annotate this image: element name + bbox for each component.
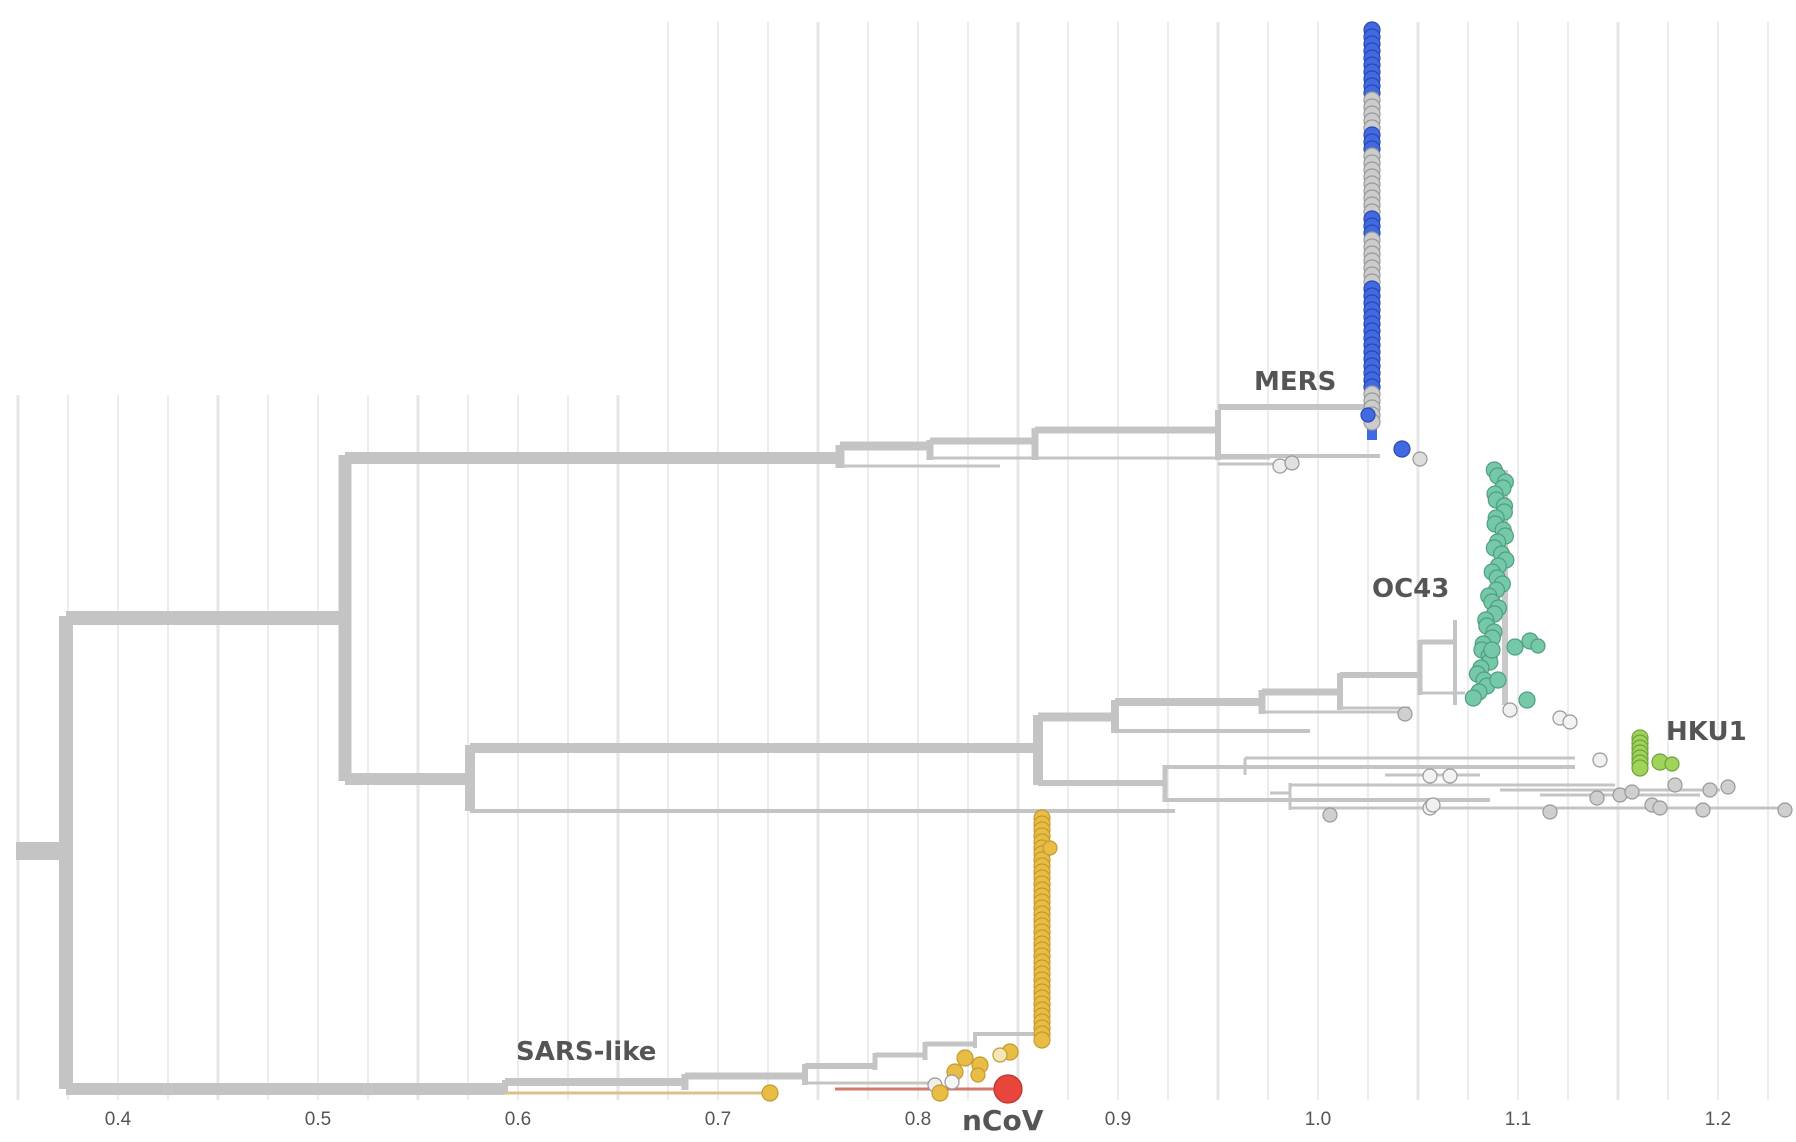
tree-tip	[1412, 451, 1428, 467]
tree-tip	[1562, 714, 1578, 730]
tree-tip	[1530, 638, 1546, 654]
tree-branches	[16, 30, 1785, 1095]
tick-label-0-4: 0.4	[105, 1109, 132, 1130]
tree-tip	[1425, 797, 1441, 813]
clade-label-ncov: nCoV	[962, 1104, 1044, 1137]
tree-tip	[931, 1084, 949, 1102]
clade-label-sars-like: SARS-like	[516, 1037, 656, 1067]
tree-tip	[1483, 641, 1501, 659]
tree-tip	[1506, 638, 1524, 656]
tree-tip	[1322, 807, 1338, 823]
tick-label-1-1: 1.1	[1505, 1109, 1531, 1130]
tree-tip	[1592, 752, 1608, 768]
tree-tip	[1422, 768, 1438, 784]
tree-tip	[970, 1067, 986, 1083]
tree-tip	[992, 1047, 1008, 1063]
tree-tip	[944, 1074, 960, 1090]
tree-tip	[956, 1049, 974, 1067]
clade-label-mers: MERS	[1254, 367, 1336, 397]
tree-tip	[1042, 840, 1058, 856]
tree-tip	[761, 1084, 779, 1102]
tick-label-0-6: 0.6	[505, 1109, 531, 1130]
tree-tip	[1631, 759, 1649, 777]
tree-tips	[761, 21, 1793, 1104]
clade-label-oc43: OC43	[1372, 574, 1449, 604]
tree-tip	[993, 1074, 1023, 1104]
x-axis-tick-labels: 0.4 0.5 0.6 0.7 0.8 0.9 1.0 1.1 1.2	[105, 1109, 1731, 1130]
tree-tip	[1284, 455, 1300, 471]
tick-label-0-9: 0.9	[1105, 1109, 1131, 1130]
tree-tip	[1695, 802, 1711, 818]
tick-label-0-5: 0.5	[305, 1109, 331, 1130]
tree-tip	[1397, 706, 1413, 722]
tick-label-0-8: 0.8	[905, 1109, 931, 1130]
tree-tip	[1393, 440, 1411, 458]
tree-tip	[1033, 1031, 1051, 1049]
tree-tip	[1624, 784, 1640, 800]
tree-tip	[1652, 800, 1668, 816]
tick-label-0-7: 0.7	[705, 1109, 731, 1130]
tree-tip	[1664, 756, 1680, 772]
tree-tip	[1464, 689, 1482, 707]
tree-tip	[1502, 702, 1518, 718]
tree-tip	[1720, 779, 1736, 795]
tree-tip	[1589, 790, 1605, 806]
tree-tip	[1667, 777, 1683, 793]
tree-tip	[1542, 804, 1558, 820]
clade-labels: MERS OC43 HKU1 SARS-like nCoV	[516, 367, 1747, 1137]
tree-tip	[1702, 782, 1718, 798]
clade-label-hku1: HKU1	[1666, 717, 1747, 747]
tree-tip	[1489, 671, 1507, 689]
tick-label-1-2: 1.2	[1705, 1109, 1731, 1130]
tree-tip	[1518, 691, 1536, 709]
tick-label-1-0: 1.0	[1305, 1109, 1331, 1130]
tree-tip	[1442, 768, 1458, 784]
tree-tip	[1777, 802, 1793, 818]
tree-tip	[1360, 407, 1376, 423]
